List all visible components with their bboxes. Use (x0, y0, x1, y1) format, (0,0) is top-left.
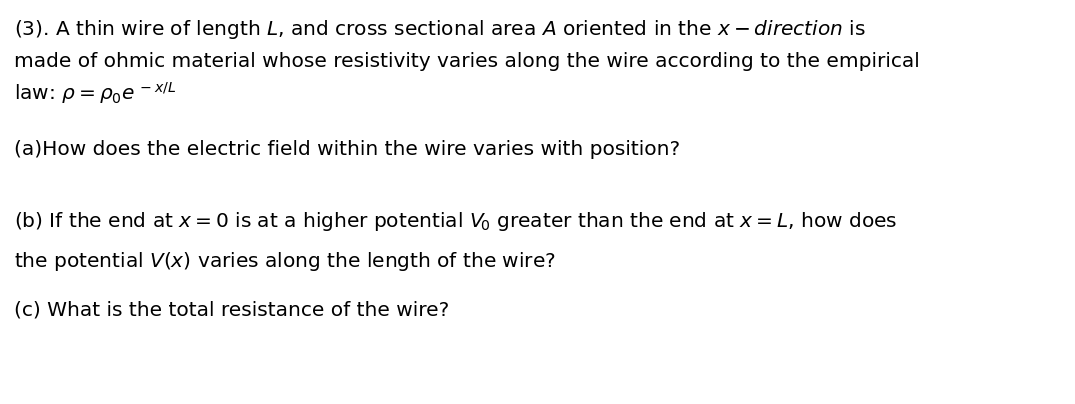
Text: made of ohmic material whose resistivity varies along the wire according to the : made of ohmic material whose resistivity… (14, 52, 920, 71)
Text: (3). A thin wire of length $\mathit{L}$, and cross sectional area $\mathit{A}$ o: (3). A thin wire of length $\mathit{L}$,… (14, 18, 866, 41)
Text: (c) What is the total resistance of the wire?: (c) What is the total resistance of the … (14, 300, 449, 319)
Text: the potential $\mathit{V(x)}$ varies along the length of the wire?: the potential $\mathit{V(x)}$ varies alo… (14, 250, 556, 273)
Text: law: $\mathit{\rho} = \mathit{\rho_0}\mathit{e}^{\,-x/L}$: law: $\mathit{\rho} = \mathit{\rho_0}\ma… (14, 80, 176, 106)
Text: (a)How does the electric field within the wire varies with position?: (a)How does the electric field within th… (14, 140, 680, 159)
Text: (b) If the end at $\mathit{x=0}$ is at a higher potential $\mathit{V_{\!0}}$ gre: (b) If the end at $\mathit{x=0}$ is at a… (14, 210, 898, 233)
